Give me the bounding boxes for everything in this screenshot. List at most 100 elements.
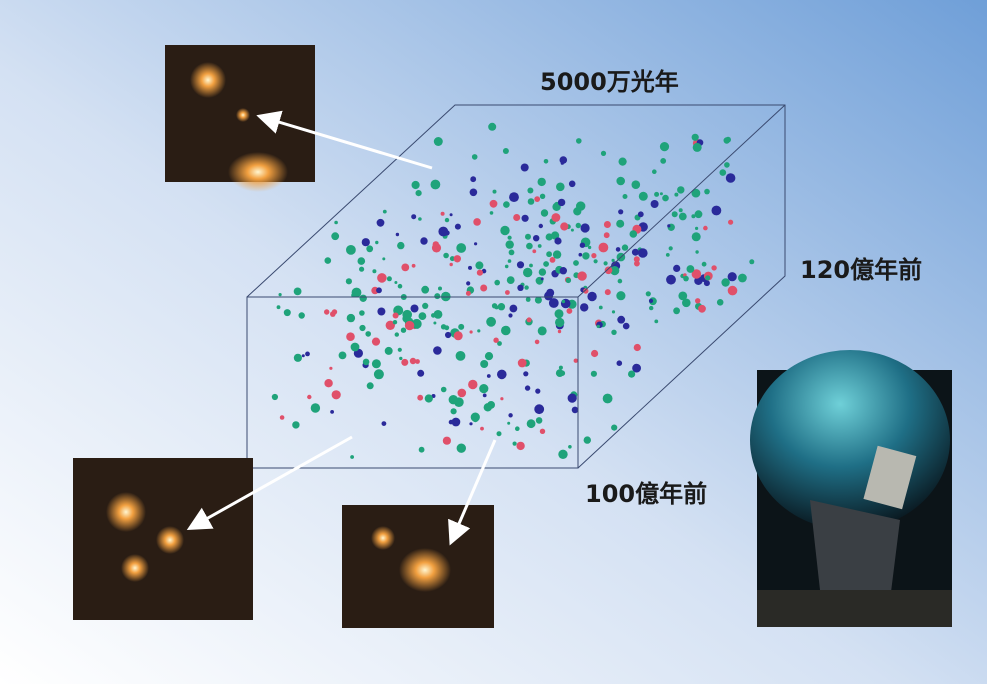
galaxy-dot [587,291,597,302]
galaxy-dot [469,330,473,334]
galaxy-dot [615,247,621,252]
galaxy-dot [523,371,529,377]
galaxy-dot [701,261,707,267]
galaxy-dot [420,237,428,245]
galaxy-dot [454,223,461,230]
galaxy-dot [466,281,471,286]
galaxy-dot [486,374,491,378]
galaxy-dot [698,304,706,313]
galaxy-dot [527,198,535,205]
galaxy-dot [622,194,628,199]
galaxy-dot [539,428,546,434]
galaxy-dot [513,214,521,221]
galaxy-dot [727,272,737,282]
galaxy-dot [673,307,680,315]
galaxy-dot [524,285,529,290]
galaxy-dot [535,388,541,394]
galaxy-dot [483,403,492,412]
galaxy-dot [618,209,624,215]
galaxy-dot [442,436,451,445]
galaxy-dot [703,280,710,287]
galaxy-dot [721,278,730,287]
width-label: 5000万光年 [540,68,679,96]
galaxy-dot [660,158,667,164]
galaxy-dot [361,238,370,247]
galaxy-dot [723,137,730,144]
galaxy-dot [411,180,420,190]
galaxy-dot [590,370,598,377]
galaxy-dot [538,223,543,229]
galaxy-dot [633,343,641,352]
galaxy-dot [505,290,510,295]
galaxy-dot [649,305,654,311]
galaxy-dot [678,208,683,213]
galaxy-dot [616,176,625,186]
galaxy-dot [279,415,285,420]
galaxy-dot [334,220,338,225]
galaxy-dot [526,317,532,323]
arrow [186,435,353,530]
galaxy-dot [557,198,566,207]
galaxy-dot [505,240,514,249]
galaxy-dot [331,232,340,241]
galaxy-dot [634,260,640,267]
galaxy-dot [475,261,484,270]
galaxy-dot [470,176,477,183]
galaxy-dot [455,351,466,361]
galaxy-dot [503,201,510,208]
arrow [448,439,497,546]
galaxy-dot [497,341,502,346]
galaxy-dot [587,245,592,250]
galaxy-dot [691,188,701,198]
galaxy-dot [565,277,572,284]
galaxy-dot [509,304,518,313]
galaxy-dot [415,359,420,364]
galaxy-dot [515,426,520,432]
galaxy-dot [433,321,437,325]
galaxy-dot [520,163,529,172]
galaxy-dot [617,278,623,284]
galaxy-dot [449,256,455,262]
galaxy-dot [596,324,600,329]
galaxy-dot [381,421,387,426]
galaxy-dot [449,262,453,267]
galaxy-dot [392,320,398,325]
galaxy-dot [477,329,481,333]
galaxy-dot [418,312,427,320]
galaxy-dot [508,313,513,318]
galaxy-dot [616,219,625,228]
galaxy-dot [359,294,367,302]
galaxy-dot [691,232,701,242]
galaxy-dot [561,299,566,304]
galaxy-dot [571,406,579,414]
galaxy-dot [549,257,556,263]
galaxy-dot [373,369,384,380]
galaxy-dot [418,217,422,221]
galaxy-dot [362,358,370,366]
galaxy-dot [616,360,623,367]
galaxy-dot [489,199,498,208]
galaxy-dot [360,325,365,330]
galaxy-dot [444,217,450,223]
galaxy-dot [560,222,569,231]
galaxy-dot [496,431,502,437]
galaxy-dot [677,186,685,194]
galaxy-dot [310,403,321,413]
galaxy-dot [694,210,703,219]
galaxy-dot [603,261,608,266]
galaxy-dot [537,177,546,187]
galaxy-dot [382,257,386,261]
galaxy-dot [401,263,410,272]
galaxy-dot [604,289,611,296]
galaxy-dot [591,349,599,358]
galaxy-dot [611,258,615,262]
galaxy-dot [482,393,487,398]
galaxy-dot [456,443,466,453]
galaxy-dot [573,358,578,363]
galaxy-dot [577,271,587,281]
galaxy-dot [400,327,407,333]
galaxy-dot [668,246,673,251]
galaxy-dot [445,331,452,339]
